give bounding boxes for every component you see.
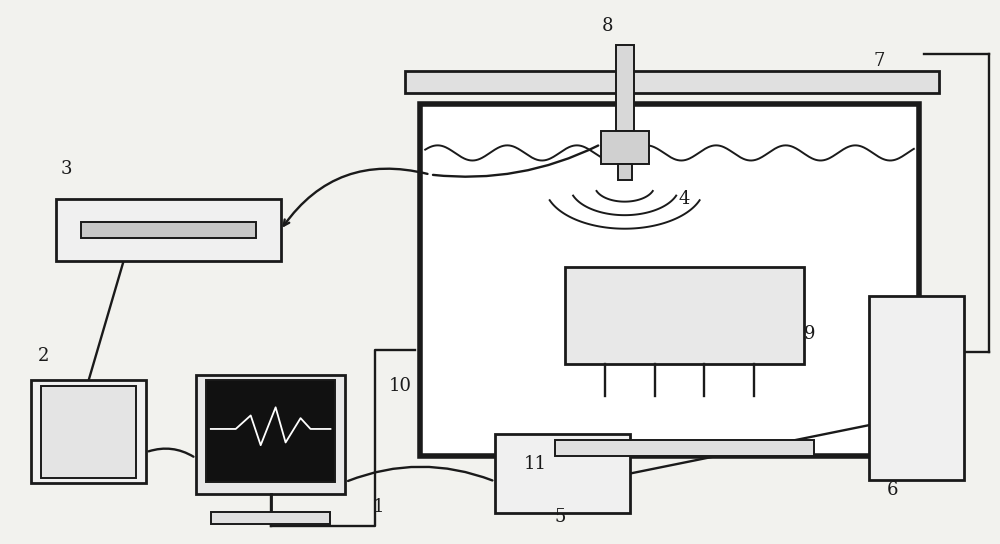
Bar [565,267,804,364]
Text: 8: 8 [602,17,613,35]
Bar [81,222,256,238]
Bar [206,380,335,482]
Text: 11: 11 [523,455,546,473]
Bar [405,71,939,94]
Text: 1: 1 [373,498,384,516]
Bar [495,434,630,513]
Text: 6: 6 [887,480,899,498]
Bar [196,375,345,494]
Bar [211,512,330,524]
Text: 4: 4 [679,190,690,208]
Bar [869,296,964,480]
Bar [616,45,634,131]
Bar [41,386,136,478]
Bar [420,104,919,456]
Bar [56,199,281,261]
Bar [618,164,632,180]
Bar [555,440,814,456]
Text: 7: 7 [873,52,885,70]
Bar [31,380,146,483]
Text: 10: 10 [389,376,412,394]
Text: 3: 3 [60,160,72,178]
Text: 5: 5 [554,508,566,526]
Text: 2: 2 [38,347,49,365]
Bar [601,131,649,164]
Text: 9: 9 [803,325,815,343]
